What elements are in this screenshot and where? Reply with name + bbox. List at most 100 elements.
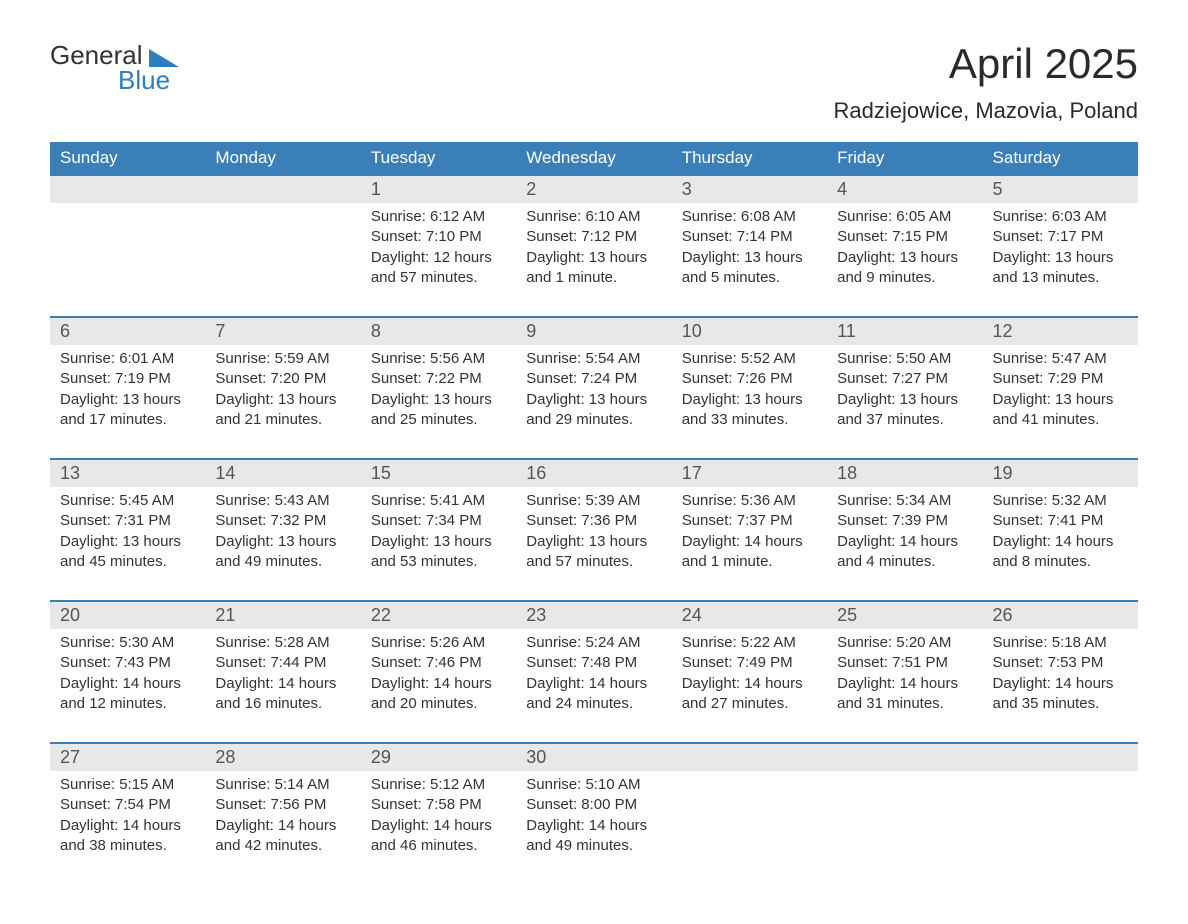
daylight-line: Daylight: 14 hours and 4 minutes. bbox=[837, 532, 972, 573]
day-content-cell: Sunrise: 6:03 AMSunset: 7:17 PMDaylight:… bbox=[983, 203, 1138, 317]
daylight-line: Daylight: 14 hours and 46 minutes. bbox=[371, 816, 506, 857]
dow-header-cell: Thursday bbox=[672, 142, 827, 175]
sunrise-line: Sunrise: 5:59 AM bbox=[215, 349, 350, 369]
day-number-cell: 20 bbox=[50, 601, 205, 629]
daylight-line: Daylight: 13 hours and 49 minutes. bbox=[215, 532, 350, 573]
sunrise-line: Sunrise: 5:52 AM bbox=[682, 349, 817, 369]
day-number-cell: 26 bbox=[983, 601, 1138, 629]
sunset-line: Sunset: 7:51 PM bbox=[837, 653, 972, 673]
dow-header-cell: Wednesday bbox=[516, 142, 671, 175]
day-number-cell bbox=[205, 175, 360, 203]
sunset-line: Sunset: 7:20 PM bbox=[215, 369, 350, 389]
day-content-cell: Sunrise: 5:47 AMSunset: 7:29 PMDaylight:… bbox=[983, 345, 1138, 459]
sunrise-line: Sunrise: 5:18 AM bbox=[993, 633, 1128, 653]
sunrise-line: Sunrise: 5:54 AM bbox=[526, 349, 661, 369]
sunrise-line: Sunrise: 6:05 AM bbox=[837, 207, 972, 227]
day-content-cell: Sunrise: 5:12 AMSunset: 7:58 PMDaylight:… bbox=[361, 771, 516, 884]
sunrise-line: Sunrise: 5:41 AM bbox=[371, 491, 506, 511]
sunset-line: Sunset: 7:29 PM bbox=[993, 369, 1128, 389]
week-content-row: Sunrise: 5:30 AMSunset: 7:43 PMDaylight:… bbox=[50, 629, 1138, 743]
daylight-line: Daylight: 14 hours and 12 minutes. bbox=[60, 674, 195, 715]
month-title: April 2025 bbox=[834, 40, 1139, 88]
daylight-line: Daylight: 14 hours and 1 minute. bbox=[682, 532, 817, 573]
dow-header-cell: Friday bbox=[827, 142, 982, 175]
sunset-line: Sunset: 7:53 PM bbox=[993, 653, 1128, 673]
day-content-cell: Sunrise: 5:59 AMSunset: 7:20 PMDaylight:… bbox=[205, 345, 360, 459]
sunset-line: Sunset: 7:56 PM bbox=[215, 795, 350, 815]
daylight-line: Daylight: 13 hours and 37 minutes. bbox=[837, 390, 972, 431]
dow-header-cell: Monday bbox=[205, 142, 360, 175]
sunrise-line: Sunrise: 5:28 AM bbox=[215, 633, 350, 653]
week-content-row: Sunrise: 6:01 AMSunset: 7:19 PMDaylight:… bbox=[50, 345, 1138, 459]
brand-logo: General Blue bbox=[50, 40, 179, 96]
day-content-cell: Sunrise: 6:08 AMSunset: 7:14 PMDaylight:… bbox=[672, 203, 827, 317]
daylight-line: Daylight: 13 hours and 17 minutes. bbox=[60, 390, 195, 431]
daylight-line: Daylight: 13 hours and 53 minutes. bbox=[371, 532, 506, 573]
daylight-line: Daylight: 13 hours and 29 minutes. bbox=[526, 390, 661, 431]
day-number-cell: 16 bbox=[516, 459, 671, 487]
title-block: April 2025 Radziejowice, Mazovia, Poland bbox=[834, 40, 1139, 124]
sunrise-line: Sunrise: 6:03 AM bbox=[993, 207, 1128, 227]
daylight-line: Daylight: 13 hours and 9 minutes. bbox=[837, 248, 972, 289]
sunrise-line: Sunrise: 5:24 AM bbox=[526, 633, 661, 653]
daylight-line: Daylight: 13 hours and 21 minutes. bbox=[215, 390, 350, 431]
sunrise-line: Sunrise: 5:34 AM bbox=[837, 491, 972, 511]
day-content-cell: Sunrise: 6:05 AMSunset: 7:15 PMDaylight:… bbox=[827, 203, 982, 317]
day-number-cell: 22 bbox=[361, 601, 516, 629]
daylight-line: Daylight: 13 hours and 25 minutes. bbox=[371, 390, 506, 431]
day-content-cell: Sunrise: 5:18 AMSunset: 7:53 PMDaylight:… bbox=[983, 629, 1138, 743]
sunrise-line: Sunrise: 5:30 AM bbox=[60, 633, 195, 653]
day-content-cell: Sunrise: 5:34 AMSunset: 7:39 PMDaylight:… bbox=[827, 487, 982, 601]
sunrise-line: Sunrise: 5:22 AM bbox=[682, 633, 817, 653]
daylight-line: Daylight: 13 hours and 13 minutes. bbox=[993, 248, 1128, 289]
week-content-row: Sunrise: 5:45 AMSunset: 7:31 PMDaylight:… bbox=[50, 487, 1138, 601]
day-number-cell: 28 bbox=[205, 743, 360, 771]
daylight-line: Daylight: 13 hours and 41 minutes. bbox=[993, 390, 1128, 431]
sunrise-line: Sunrise: 5:15 AM bbox=[60, 775, 195, 795]
sunrise-line: Sunrise: 5:43 AM bbox=[215, 491, 350, 511]
dow-header-cell: Tuesday bbox=[361, 142, 516, 175]
sunset-line: Sunset: 7:36 PM bbox=[526, 511, 661, 531]
daylight-line: Daylight: 14 hours and 35 minutes. bbox=[993, 674, 1128, 715]
sunset-line: Sunset: 7:49 PM bbox=[682, 653, 817, 673]
dow-header-row: SundayMondayTuesdayWednesdayThursdayFrid… bbox=[50, 142, 1138, 175]
day-content-cell bbox=[827, 771, 982, 884]
day-content-cell: Sunrise: 5:39 AMSunset: 7:36 PMDaylight:… bbox=[516, 487, 671, 601]
day-number-cell: 11 bbox=[827, 317, 982, 345]
day-number-cell bbox=[672, 743, 827, 771]
calendar-table: SundayMondayTuesdayWednesdayThursdayFrid… bbox=[50, 142, 1138, 884]
daylight-line: Daylight: 14 hours and 20 minutes. bbox=[371, 674, 506, 715]
day-content-cell: Sunrise: 5:41 AMSunset: 7:34 PMDaylight:… bbox=[361, 487, 516, 601]
daylight-line: Daylight: 14 hours and 42 minutes. bbox=[215, 816, 350, 857]
week-daynum-row: 20212223242526 bbox=[50, 601, 1138, 629]
week-daynum-row: 13141516171819 bbox=[50, 459, 1138, 487]
daylight-line: Daylight: 14 hours and 31 minutes. bbox=[837, 674, 972, 715]
day-number-cell: 30 bbox=[516, 743, 671, 771]
sunrise-line: Sunrise: 5:26 AM bbox=[371, 633, 506, 653]
sunrise-line: Sunrise: 5:36 AM bbox=[682, 491, 817, 511]
day-content-cell: Sunrise: 5:36 AMSunset: 7:37 PMDaylight:… bbox=[672, 487, 827, 601]
day-number-cell: 2 bbox=[516, 175, 671, 203]
day-number-cell: 14 bbox=[205, 459, 360, 487]
day-content-cell: Sunrise: 5:20 AMSunset: 7:51 PMDaylight:… bbox=[827, 629, 982, 743]
sunset-line: Sunset: 7:22 PM bbox=[371, 369, 506, 389]
location-text: Radziejowice, Mazovia, Poland bbox=[834, 98, 1139, 124]
sunrise-line: Sunrise: 5:47 AM bbox=[993, 349, 1128, 369]
day-number-cell: 10 bbox=[672, 317, 827, 345]
sunrise-line: Sunrise: 5:50 AM bbox=[837, 349, 972, 369]
day-content-cell: Sunrise: 6:01 AMSunset: 7:19 PMDaylight:… bbox=[50, 345, 205, 459]
sunset-line: Sunset: 7:37 PM bbox=[682, 511, 817, 531]
day-content-cell bbox=[983, 771, 1138, 884]
day-content-cell: Sunrise: 5:43 AMSunset: 7:32 PMDaylight:… bbox=[205, 487, 360, 601]
sunrise-line: Sunrise: 5:20 AM bbox=[837, 633, 972, 653]
daylight-line: Daylight: 13 hours and 57 minutes. bbox=[526, 532, 661, 573]
week-daynum-row: 6789101112 bbox=[50, 317, 1138, 345]
day-content-cell: Sunrise: 5:56 AMSunset: 7:22 PMDaylight:… bbox=[361, 345, 516, 459]
sunrise-line: Sunrise: 6:01 AM bbox=[60, 349, 195, 369]
sunrise-line: Sunrise: 5:12 AM bbox=[371, 775, 506, 795]
day-number-cell: 9 bbox=[516, 317, 671, 345]
day-content-cell: Sunrise: 5:24 AMSunset: 7:48 PMDaylight:… bbox=[516, 629, 671, 743]
sunset-line: Sunset: 7:54 PM bbox=[60, 795, 195, 815]
daylight-line: Daylight: 13 hours and 5 minutes. bbox=[682, 248, 817, 289]
day-content-cell: Sunrise: 5:52 AMSunset: 7:26 PMDaylight:… bbox=[672, 345, 827, 459]
